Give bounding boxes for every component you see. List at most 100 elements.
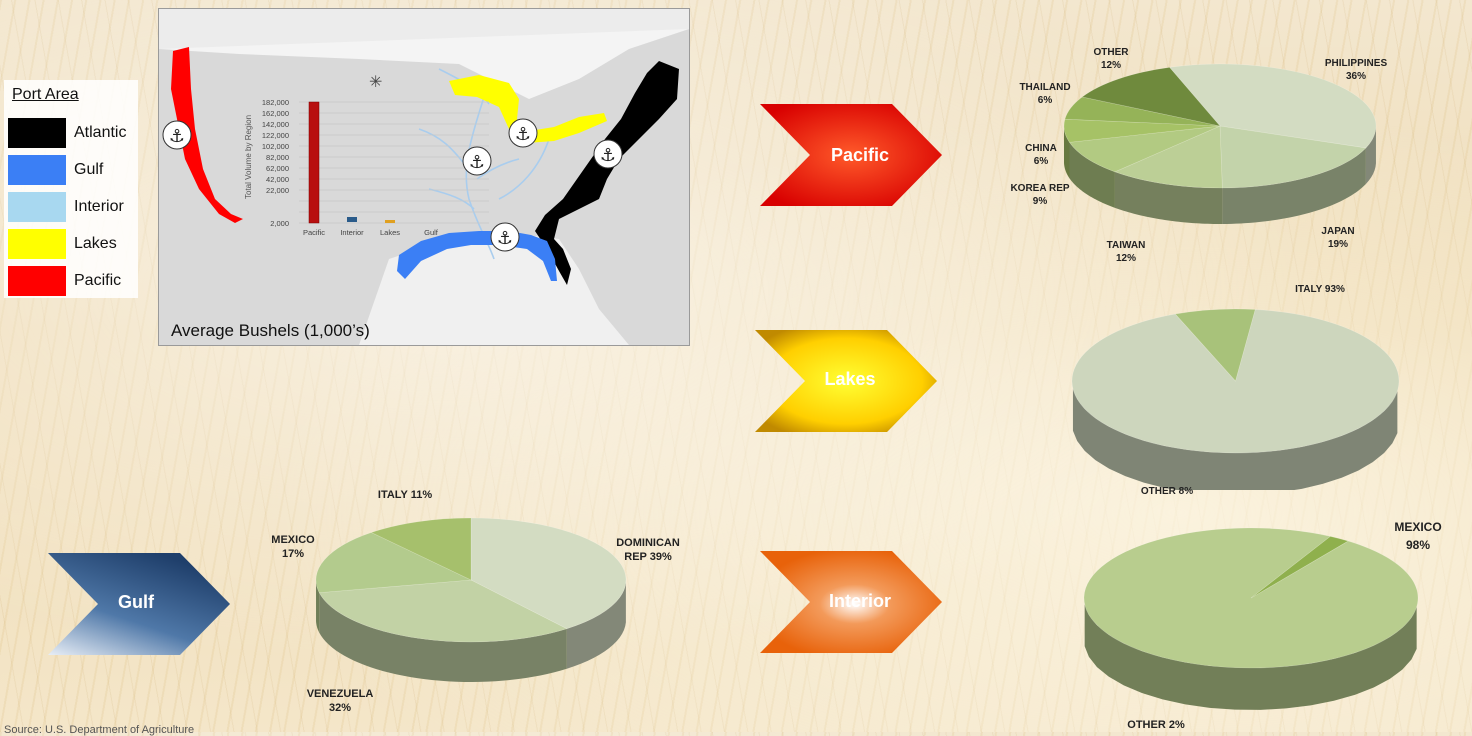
svg-text:⚓: ⚓	[469, 152, 485, 173]
label-thailand-pct: 6%	[1038, 95, 1053, 106]
inset-gridlines	[299, 101, 489, 224]
legend-item-lakes: Lakes	[8, 229, 117, 259]
label-mexico-gulf-pct: 17%	[282, 548, 304, 560]
label-italy-gulf: ITALY 11%	[378, 489, 432, 501]
legend-item-atlantic: Atlantic	[8, 118, 126, 148]
inset-tick: 22,000	[266, 186, 289, 195]
lakes-region	[449, 75, 607, 143]
label-japan-name: JAPAN	[1321, 226, 1354, 237]
lakes-slice-other	[1174, 308, 1256, 382]
label-other-pacific-name: OTHER	[1094, 47, 1130, 58]
pacific-slice-side	[1365, 127, 1376, 184]
inset-category: Lakes	[380, 228, 400, 237]
inset-tick: 82,000	[266, 153, 289, 162]
gulf-slice-italy	[370, 517, 472, 581]
label-mexico-interior-pct: 98%	[1406, 538, 1430, 552]
pacific-region	[171, 47, 243, 223]
pacific-slice-korea-rep	[1068, 125, 1221, 173]
legend-swatch-lakes	[8, 229, 66, 259]
label-thailand-name: THAILAND	[1019, 82, 1070, 93]
gulf-slice-side	[319, 592, 567, 682]
gulf-slice-mexico	[315, 532, 473, 594]
label-korea-name: KOREA REP	[1010, 183, 1069, 194]
anchor-icon: ⚓	[490, 222, 520, 252]
label-philippines-name: PHILIPPINES	[1325, 58, 1388, 69]
legend-swatch-pacific	[8, 266, 66, 296]
map-caption: Average Bushels (1,000’s)	[171, 321, 370, 340]
inset-category-labels: Pacific Interior Lakes Gulf	[303, 228, 439, 237]
inset-tick-labels: 182,000 162,000 142,000 122,000 102,000 …	[262, 98, 289, 228]
inset-tick: 162,000	[262, 109, 289, 118]
lakes-slice-italy	[1071, 309, 1400, 454]
canada-area	[159, 9, 689, 49]
label-korea-pct: 9%	[1033, 196, 1048, 207]
label-italy-lakes: ITALY 93%	[1295, 284, 1345, 295]
us-port-map: ✳ 182,000 162,000 142,000 122,000 102,00…	[158, 8, 690, 346]
label-other-lakes: OTHER 8%	[1141, 486, 1193, 497]
pacific-slice-taiwan	[1114, 125, 1223, 189]
inset-tick: 142,000	[262, 120, 289, 129]
anchor-icon: ⚓	[593, 139, 623, 169]
svg-text:⚓: ⚓	[600, 145, 616, 166]
gulf-slice-venezuela	[318, 579, 568, 643]
gulf-slice-dominican-rep	[470, 517, 627, 630]
gulf-slice-side	[316, 581, 320, 633]
pacific-pie-chart	[1063, 63, 1377, 224]
label-taiwan-pct: 12%	[1116, 253, 1136, 264]
source-note: Source: U.S. Department of Agriculture	[4, 724, 195, 736]
legend-swatch-interior	[8, 192, 66, 222]
label-mexico-interior-name: MEXICO	[1394, 520, 1441, 534]
svg-text:⚓: ⚓	[497, 228, 513, 249]
legend-label-atlantic: Atlantic	[74, 124, 127, 141]
interior-arrow	[760, 551, 942, 653]
interior-slice-side	[1084, 604, 1417, 710]
legend-item-pacific: Pacific	[8, 266, 121, 296]
label-venezuela-pct: 32%	[329, 702, 351, 714]
inset-tick: 2,000	[270, 219, 289, 228]
anchor-icon: ⚓	[508, 118, 538, 148]
interior-slice-mexico	[1083, 527, 1419, 669]
legend-label-pacific: Pacific	[74, 272, 122, 289]
interior-slice-other	[1250, 536, 1349, 599]
port-anchors: ⚓ ⚓ ⚓ ⚓ ⚓	[162, 118, 623, 252]
inset-bar-pacific	[308, 101, 320, 224]
pacific-slice-side	[1069, 142, 1115, 208]
label-venezuela-name: VENEZUELA	[307, 688, 374, 700]
inset-ylabel: Total Volume by Region	[244, 115, 253, 199]
interior-arrow-label: Interior	[828, 591, 891, 611]
interior-pie-chart	[1083, 527, 1419, 710]
svg-text:⚓: ⚓	[169, 126, 185, 147]
inset-tick: 102,000	[262, 142, 289, 151]
inset-bar-lakes	[385, 220, 395, 223]
inset-tick: 122,000	[262, 131, 289, 140]
inset-tick: 42,000	[266, 175, 289, 184]
legend-item-gulf: Gulf	[8, 155, 103, 185]
gulf-slice-side	[566, 582, 626, 669]
inset-category: Pacific	[303, 228, 325, 237]
legend-label-interior: Interior	[74, 198, 124, 215]
anchor-icon: ⚓	[462, 146, 492, 176]
label-japan-pct: 19%	[1328, 239, 1348, 250]
pacific-slice-philippines	[1168, 63, 1377, 149]
compass-star-icon: ✳	[369, 72, 382, 91]
lakes-arrow-label: Lakes	[824, 369, 876, 389]
pacific-slice-side	[1222, 147, 1366, 224]
legend-item-interior: Interior	[8, 192, 124, 222]
gulf-arrow	[48, 553, 230, 655]
label-philippines-pct: 36%	[1346, 71, 1366, 82]
label-china-name: CHINA	[1025, 143, 1057, 154]
pacific-slice-side	[1064, 126, 1070, 179]
legend-label-gulf: Gulf	[74, 161, 104, 178]
map-graphic: ✳ 182,000 162,000 142,000 122,000 102,00…	[159, 9, 689, 345]
port-area-legend: Port Area Atlantic Gulf Interior Lakes P…	[4, 80, 138, 298]
legend-swatch-gulf	[8, 155, 66, 185]
gulf-arrow-label: Gulf	[118, 592, 154, 612]
pacific-arrow-label: Pacific	[830, 145, 890, 165]
label-other-pacific-pct: 12%	[1101, 60, 1121, 71]
label-other-interior: OTHER 2%	[1127, 719, 1185, 731]
inset-category: Interior	[340, 228, 364, 237]
legend-title: Port Area	[12, 86, 79, 103]
svg-text:⚓: ⚓	[515, 124, 531, 145]
lakes-arrow	[755, 330, 937, 432]
